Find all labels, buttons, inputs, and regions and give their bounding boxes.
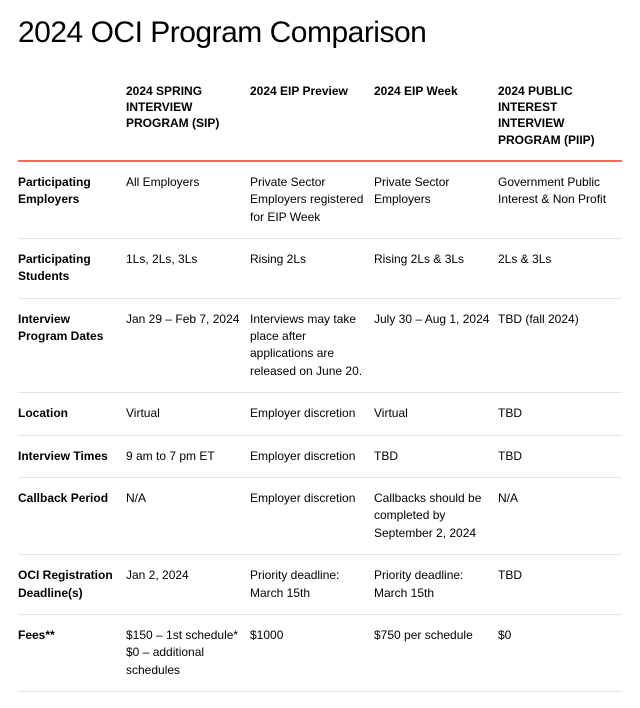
table-cell: Jan 2, 2024 (126, 555, 250, 615)
table-cell: All Employers (126, 161, 250, 239)
column-header: 2024 PUBLIC INTEREST INTERVIEW PROGRAM (… (498, 77, 622, 161)
table-row: LocationVirtualEmployer discretionVirtua… (18, 393, 622, 435)
table-cell: 9 am to 7 pm ET (126, 435, 250, 477)
table-cell: Interviews may take place after applicat… (250, 298, 374, 393)
table-row: Participating EmployersAll EmployersPriv… (18, 161, 622, 239)
table-row: Interview Program DatesJan 29 – Feb 7, 2… (18, 298, 622, 393)
table-header-row: 2024 SPRING INTERVIEW PROGRAM (SIP) 2024… (18, 77, 622, 161)
table-row: Fees**$150 – 1st schedule* $0 – addition… (18, 615, 622, 692)
table-cell: 2Ls & 3Ls (498, 238, 622, 298)
table-cell: Rising 2Ls (250, 238, 374, 298)
column-header: 2024 SPRING INTERVIEW PROGRAM (SIP) (126, 77, 250, 161)
table-cell: TBD (fall 2024) (498, 298, 622, 393)
row-label: Participating Students (18, 238, 126, 298)
table-cell: Jan 29 – Feb 7, 2024 (126, 298, 250, 393)
table-cell: TBD (498, 555, 622, 615)
table-cell: Private Sector Employers (374, 161, 498, 239)
table-cell: Government Public Interest & Non Profit (498, 161, 622, 239)
table-cell: N/A (498, 478, 622, 555)
table-cell: N/A (126, 478, 250, 555)
row-label: Callback Period (18, 478, 126, 555)
table-cell: Employer discretion (250, 478, 374, 555)
table-cell: $750 per schedule (374, 615, 498, 692)
row-label: Location (18, 393, 126, 435)
table-row: Interview Times9 am to 7 pm ETEmployer d… (18, 435, 622, 477)
table-cell: July 30 – Aug 1, 2024 (374, 298, 498, 393)
table-cell: Employer discretion (250, 435, 374, 477)
row-label: OCI Registration Deadline(s) (18, 555, 126, 615)
table-row: OCI Registration Deadline(s)Jan 2, 2024P… (18, 555, 622, 615)
column-header: 2024 EIP Week (374, 77, 498, 161)
table-cell: Callbacks should be completed by Septemb… (374, 478, 498, 555)
row-label: Fees** (18, 615, 126, 692)
table-cell: $150 – 1st schedule* $0 – additional sch… (126, 615, 250, 692)
table-cell: TBD (498, 435, 622, 477)
row-label: Interview Program Dates (18, 298, 126, 393)
table-row: Callback PeriodN/AEmployer discretionCal… (18, 478, 622, 555)
table-cell: Virtual (126, 393, 250, 435)
page-title: 2024 OCI Program Comparison (18, 16, 622, 49)
table-cell: Employer discretion (250, 393, 374, 435)
table-row: Participating Students1Ls, 2Ls, 3LsRisin… (18, 238, 622, 298)
comparison-table: 2024 SPRING INTERVIEW PROGRAM (SIP) 2024… (18, 77, 622, 692)
table-cell: TBD (374, 435, 498, 477)
row-label: Interview Times (18, 435, 126, 477)
table-cell: Virtual (374, 393, 498, 435)
table-cell: 1Ls, 2Ls, 3Ls (126, 238, 250, 298)
header-blank (18, 77, 126, 161)
table-cell: Rising 2Ls & 3Ls (374, 238, 498, 298)
column-header: 2024 EIP Preview (250, 77, 374, 161)
table-cell: Private Sector Employers registered for … (250, 161, 374, 239)
table-cell: $1000 (250, 615, 374, 692)
row-label: Participating Employers (18, 161, 126, 239)
table-cell: TBD (498, 393, 622, 435)
table-cell: Priority deadline: March 15th (374, 555, 498, 615)
table-cell: $0 (498, 615, 622, 692)
table-cell: Priority deadline: March 15th (250, 555, 374, 615)
